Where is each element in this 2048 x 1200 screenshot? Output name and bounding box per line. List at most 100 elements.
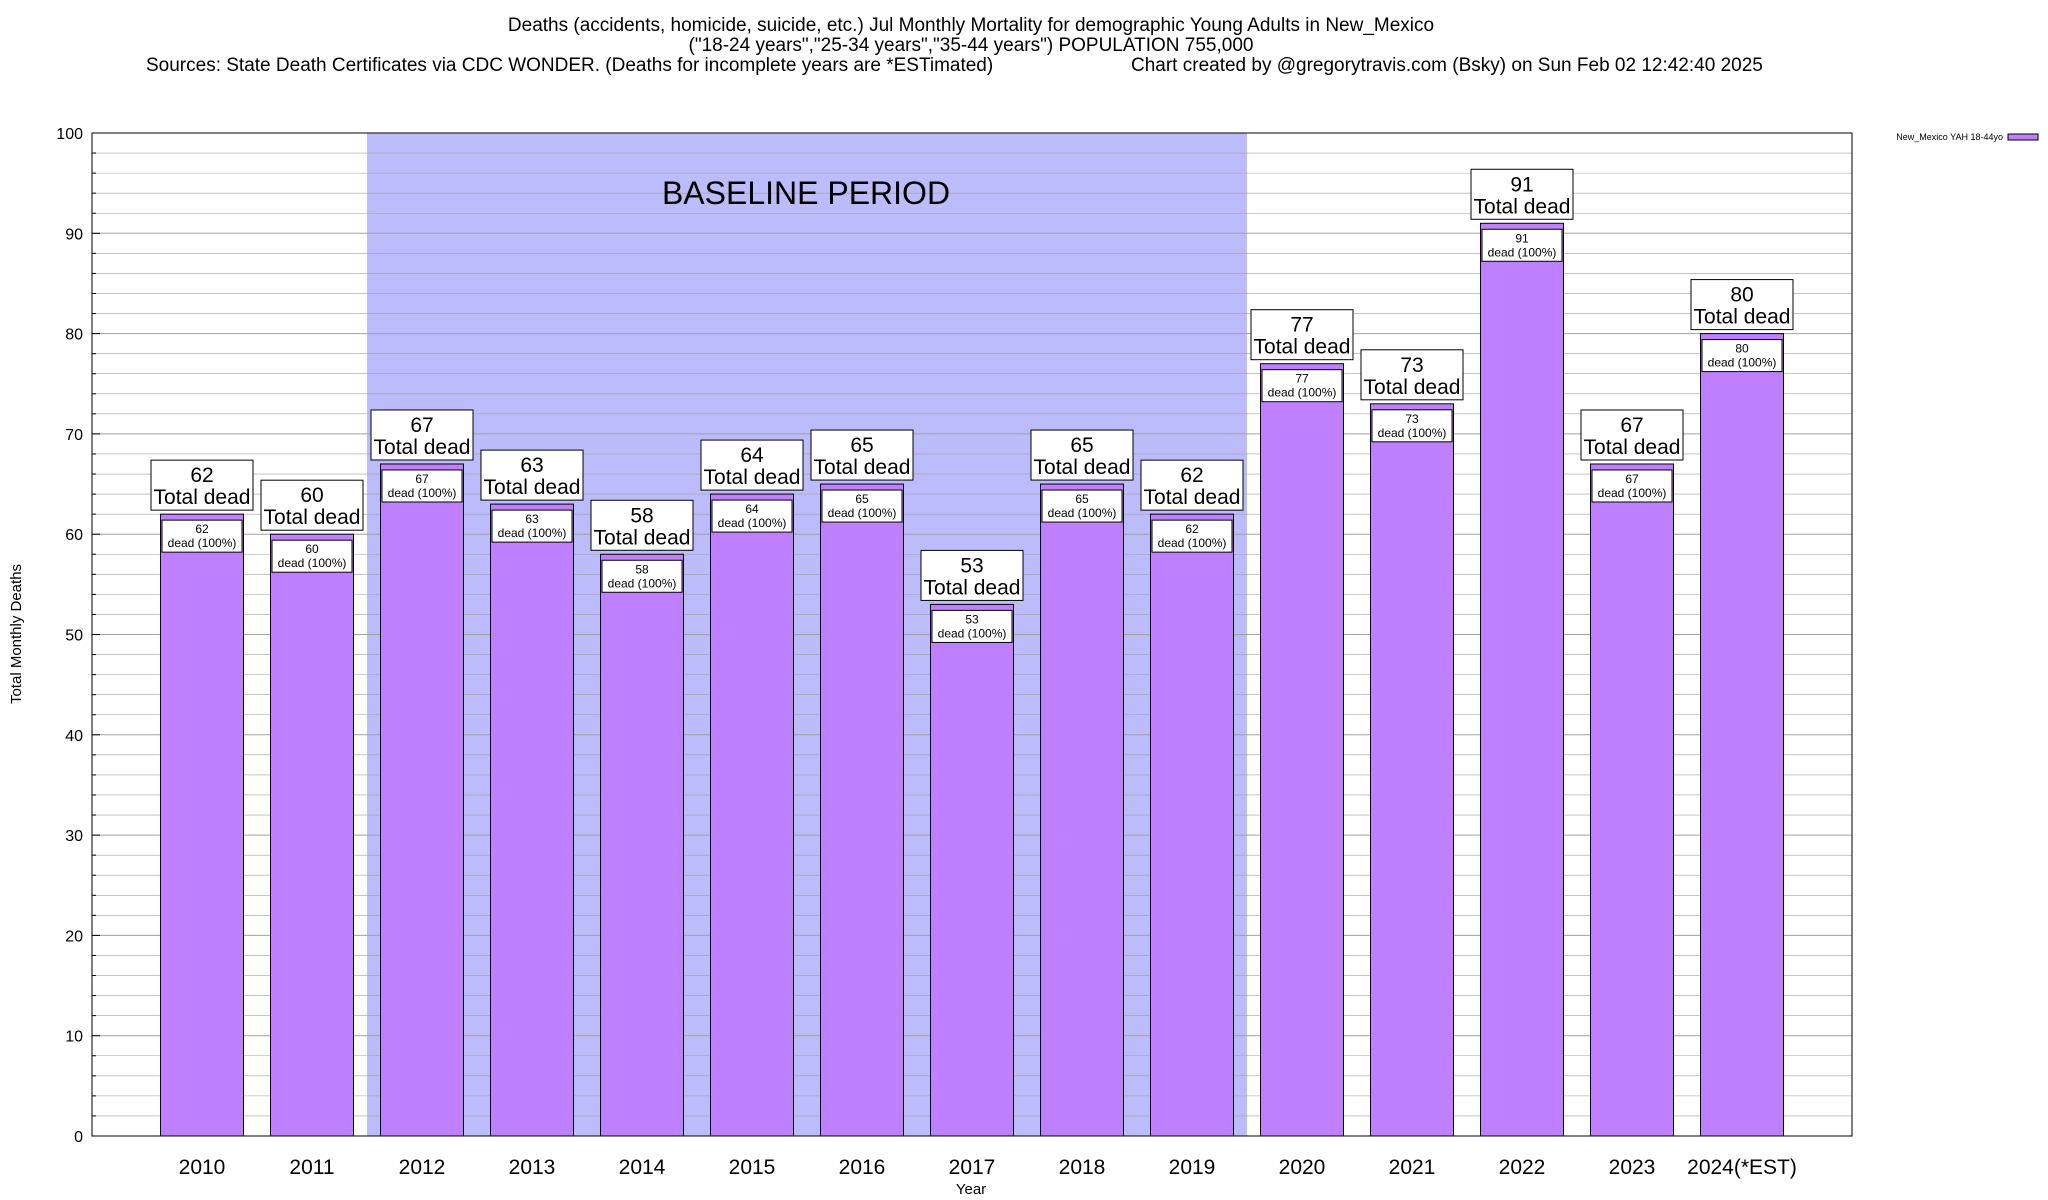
total-value-label: 62 [1180, 464, 1203, 487]
bar-2017 [930, 603, 1014, 1137]
inner-value-label: 65 [1075, 492, 1089, 506]
x-tick-label: 2013 [509, 1156, 556, 1179]
bar-2013 [490, 503, 574, 1137]
bar-2012 [380, 463, 464, 1137]
inner-value-label: 67 [1625, 472, 1639, 486]
inner-label-box [1481, 228, 1563, 262]
inner-dead-label: dead (100%) [1048, 506, 1117, 520]
inner-dead-label: dead (100%) [608, 576, 677, 590]
y-tick-label: 10 [65, 1029, 83, 1046]
total-value-label: 64 [740, 444, 764, 467]
inner-label-box [1371, 409, 1453, 443]
bar-2016 [820, 483, 904, 1137]
chart-subtitle: ("18-24 years","25-34 years","35-44 year… [689, 35, 1254, 56]
total-value-label: 53 [960, 554, 983, 577]
y-tick-label: 70 [65, 427, 83, 444]
bar-2023 [1590, 463, 1674, 1137]
total-dead-label: Total dead [704, 466, 801, 489]
inner-value-label: 58 [635, 562, 649, 576]
inner-value-label: 80 [1735, 342, 1749, 356]
x-tick-label: 2021 [1389, 1156, 1436, 1179]
legend: New_Mexico YAH 18-44yo [1896, 132, 2039, 142]
total-value-label: 65 [850, 434, 873, 457]
total-dead-label: Total dead [374, 436, 471, 459]
total-dead-label: Total dead [1694, 306, 1791, 329]
total-dead-label: Total dead [924, 576, 1021, 599]
inner-label-box [1701, 339, 1783, 373]
x-tick-label: 2015 [729, 1156, 776, 1179]
total-label-box [1140, 459, 1244, 511]
x-tick-label: 2019 [1169, 1156, 1216, 1179]
total-value-label: 63 [520, 454, 543, 477]
inner-label-box [271, 539, 353, 573]
x-tick-label: 2018 [1059, 1156, 1106, 1179]
total-label-box [370, 409, 474, 461]
total-dead-label: Total dead [264, 506, 361, 529]
total-value-label: 91 [1510, 173, 1533, 196]
x-tick-label: 2010 [179, 1156, 226, 1179]
bar-2018 [1040, 483, 1124, 1137]
inner-value-label: 64 [745, 502, 759, 516]
inner-value-label: 62 [1185, 522, 1199, 536]
x-tick-label: 2012 [399, 1156, 446, 1179]
inner-dead-label: dead (100%) [1268, 386, 1337, 400]
y-tick-label: 100 [56, 126, 83, 143]
total-value-label: 67 [410, 414, 433, 437]
x-tick-label: 2024(*EST) [1687, 1156, 1797, 1179]
inner-label-box [381, 469, 463, 503]
inner-label-box [1151, 519, 1233, 553]
x-tick-label: 2011 [289, 1156, 334, 1179]
total-label-box [480, 449, 584, 501]
y-tick-label: 90 [65, 226, 83, 243]
axes: 0 10 20 30 40 50 60 70 80 90 100 2010 2011 2012 2013 20… [56, 126, 1853, 1179]
y-tick-label: 30 [65, 828, 83, 845]
inner-dead-label: dead (100%) [1378, 426, 1447, 440]
inner-value-label: 65 [855, 492, 869, 506]
inner-dead-label: dead (100%) [498, 526, 567, 540]
x-axis-label: Year [956, 1181, 986, 1198]
inner-label-box [711, 499, 793, 533]
total-value-label: 58 [630, 504, 653, 527]
total-label-box [1250, 309, 1354, 361]
chart-credit: Chart created by @gregorytravis.com (Bsk… [1131, 55, 1763, 76]
inner-label-box [821, 489, 903, 523]
y-tick-label: 20 [65, 928, 83, 945]
inner-label-box [601, 559, 683, 593]
bar-2010 [160, 513, 244, 1137]
chart-title-block: Deaths (accidents, homicide, suicide, et… [146, 15, 1763, 76]
total-value-label: 60 [300, 484, 323, 507]
legend-series-label: New_Mexico YAH 18-44yo [1896, 132, 2003, 142]
inner-value-label: 77 [1295, 372, 1309, 386]
total-value-label: 73 [1400, 354, 1423, 377]
bar-2022 [1480, 222, 1564, 1137]
total-label-box [260, 479, 364, 531]
inner-label-box [161, 519, 243, 553]
bar-2024(*EST) [1700, 333, 1784, 1137]
baseline-period-label: BASELINE PERIOD [662, 175, 950, 211]
total-label-box [1580, 409, 1684, 461]
inner-label-box [1591, 469, 1673, 503]
total-dead-label: Total dead [1144, 486, 1241, 509]
total-label-box [1690, 279, 1794, 331]
total-label-box [1360, 349, 1464, 401]
inner-value-label: 60 [305, 542, 319, 556]
inner-label-box [491, 509, 573, 543]
total-value-label: 67 [1620, 414, 1643, 437]
inner-label-box [1261, 369, 1343, 403]
inner-value-label: 63 [525, 512, 539, 526]
total-label-box [700, 439, 804, 491]
chart-sources: Sources: State Death Certificates via CD… [146, 55, 993, 76]
total-label-box [920, 549, 1024, 601]
x-tick-label: 2023 [1609, 1156, 1656, 1179]
y-tick-label: 50 [65, 628, 83, 645]
total-dead-label: Total dead [484, 476, 581, 499]
total-value-label: 77 [1290, 314, 1313, 337]
total-label-box [590, 499, 694, 551]
total-dead-label: Total dead [154, 486, 251, 509]
bar-2019 [1150, 513, 1234, 1137]
y-tick-label: 60 [65, 527, 83, 544]
inner-value-label: 73 [1405, 412, 1419, 426]
inner-label-box [931, 609, 1013, 643]
inner-dead-label: dead (100%) [1488, 245, 1557, 259]
legend-swatch [2007, 133, 2039, 141]
